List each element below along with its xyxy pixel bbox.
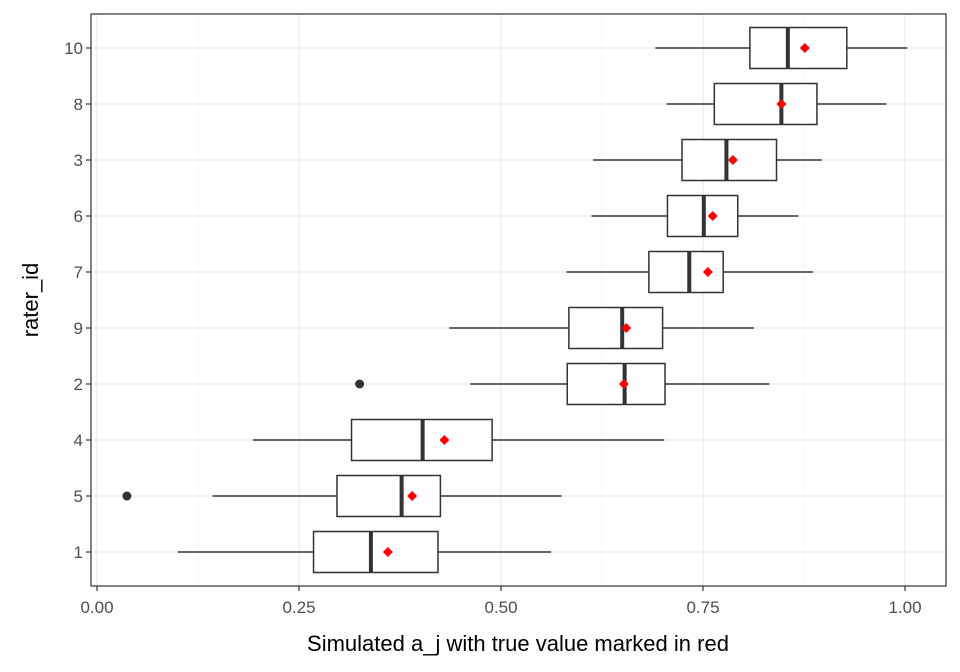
box-rater-2 [355, 362, 770, 406]
box-rater-1 [177, 530, 552, 574]
box-rater-7 [566, 250, 813, 294]
iqr-box [312, 530, 439, 574]
box-rater-3 [593, 138, 822, 182]
y-tick-label: 2 [74, 375, 83, 394]
y-tick-label: 10 [64, 39, 83, 58]
true-value-marker [727, 155, 738, 165]
outlier-point [122, 491, 132, 501]
true-value-marker [702, 267, 713, 277]
iqr-box [336, 474, 442, 518]
box-rater-10 [655, 26, 908, 70]
plot-panel-background [91, 14, 946, 586]
y-tick-label: 6 [74, 207, 83, 226]
box-rater-4 [252, 418, 665, 462]
iqr-box [713, 82, 818, 126]
y-axis-title: rater_id [18, 263, 43, 338]
boxes [122, 26, 908, 574]
true-value-marker [621, 323, 632, 333]
x-axis: 0.00 0.25 0.50 0.75 1.00 [80, 586, 922, 617]
x-tick-label: 0.50 [484, 598, 517, 617]
x-tick-label: 0.25 [282, 598, 315, 617]
true-value-marker [776, 99, 787, 109]
y-tick-label: 1 [74, 543, 83, 562]
x-axis-title: Simulated a_j with true value marked in … [307, 631, 729, 656]
box-rater-6 [591, 194, 799, 238]
y-tick-label: 5 [74, 487, 83, 506]
x-tick-label: 1.00 [888, 598, 921, 617]
iqr-box [566, 362, 666, 406]
true-value-marker [439, 435, 450, 445]
box-rater-8 [666, 82, 887, 126]
y-tick-label: 3 [74, 151, 83, 170]
plot-panel-border [90, 13, 947, 587]
true-value-marker [407, 491, 418, 501]
x-tick-label: 0.00 [80, 598, 113, 617]
outlier-point [355, 379, 365, 389]
box-rater-5 [122, 474, 562, 518]
true-value-marker [618, 379, 629, 389]
box-rater-9 [449, 306, 754, 350]
true-value-marker [707, 211, 718, 221]
y-tick-label: 7 [74, 263, 83, 282]
y-axis: 1 5 4 2 9 7 6 3 8 10 [64, 39, 91, 562]
y-tick-label: 8 [74, 95, 83, 114]
iqr-box [749, 26, 848, 70]
true-value-marker [799, 43, 810, 53]
y-tick-label: 4 [74, 431, 83, 450]
x-tick-label: 0.75 [686, 598, 719, 617]
y-tick-label: 9 [74, 319, 83, 338]
true-value-marker [382, 547, 393, 557]
iqr-box [568, 306, 664, 350]
